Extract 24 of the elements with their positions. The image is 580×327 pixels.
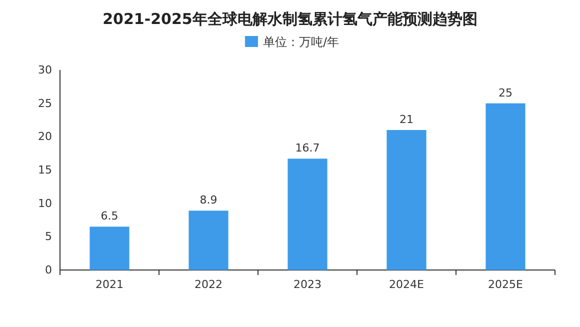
chart-title: 2021-2025年全球电解水制氢累计氢气产能预测趋势图 xyxy=(102,10,478,28)
bar xyxy=(386,130,426,270)
bar xyxy=(288,158,328,270)
y-tick-label: 15 xyxy=(38,164,52,176)
y-tick-label: 5 xyxy=(45,230,52,244)
bar xyxy=(90,226,130,270)
x-tick-label: 2024E xyxy=(389,278,424,291)
bar xyxy=(486,103,526,270)
y-tick-label: 25 xyxy=(38,96,52,110)
bar xyxy=(188,210,228,270)
data-label: 21 xyxy=(400,113,414,126)
x-tick-label: 2021 xyxy=(96,278,124,291)
x-tick-label: 2022 xyxy=(194,278,222,291)
x-tick-label: 2025E xyxy=(488,278,524,291)
y-tick-label: 10 xyxy=(38,196,52,210)
data-label: 16.7 xyxy=(295,142,320,155)
y-tick-label: 30 xyxy=(38,64,52,76)
data-label: 8.9 xyxy=(200,194,218,207)
y-tick-label: 0 xyxy=(45,264,52,276)
x-tick-label: 2023 xyxy=(294,278,322,291)
data-label: 6.5 xyxy=(100,210,118,223)
data-label: 25 xyxy=(498,86,512,100)
y-tick-label: 20 xyxy=(38,130,52,144)
legend-label: 单位：万吨/年 xyxy=(263,35,340,49)
